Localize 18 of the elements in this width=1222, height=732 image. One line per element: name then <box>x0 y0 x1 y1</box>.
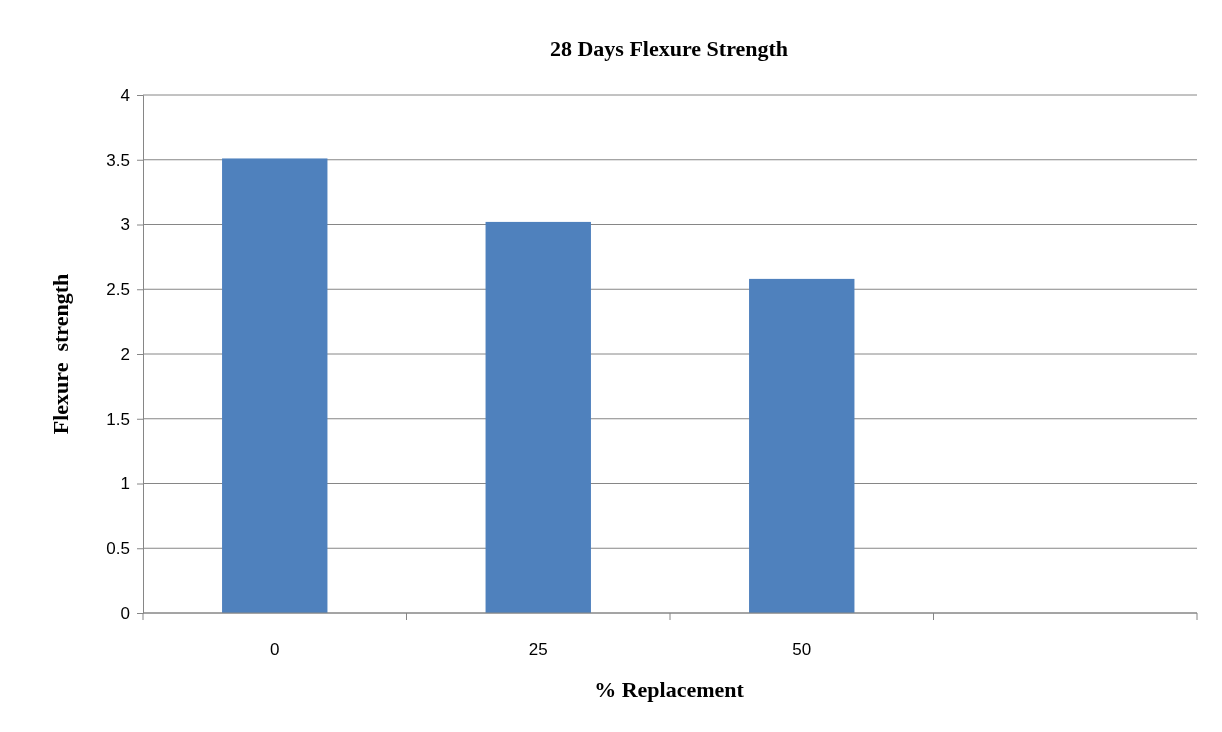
x-tick-label: 50 <box>792 640 812 659</box>
y-tick-label: 1 <box>120 474 130 494</box>
y-tick-label: 2 <box>120 344 130 364</box>
y-tick-label: 4 <box>120 85 130 105</box>
x-axis-title: % Replacement <box>594 677 745 702</box>
x-tick-label: 25 <box>528 640 548 659</box>
y-tick-label: 3 <box>120 215 130 235</box>
y-axis-title: Flexure strength <box>48 273 73 435</box>
y-tick-label: 1.5 <box>106 409 130 429</box>
bar <box>749 278 855 613</box>
bar <box>485 221 591 613</box>
chart-title: 28 Days Flexure Strength <box>549 36 789 61</box>
y-tick-label: 0 <box>120 603 130 623</box>
x-tick-label: 0 <box>270 640 280 659</box>
y-tick-label: 2.5 <box>106 280 130 300</box>
bar <box>222 158 328 613</box>
y-tick-label: 3.5 <box>106 150 130 170</box>
y-tick-label: 0.5 <box>106 539 130 559</box>
